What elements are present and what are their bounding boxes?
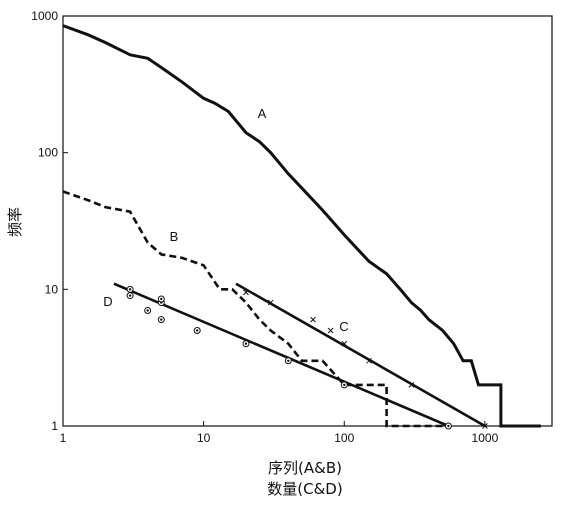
y-axis-title: 频率 xyxy=(6,207,24,237)
series-d-point xyxy=(126,285,134,293)
series-c-point xyxy=(243,289,249,296)
series-labels: A B C D xyxy=(103,106,348,334)
series-d-point xyxy=(340,381,348,389)
x-marker-stroke xyxy=(310,316,316,323)
x-marker-stroke xyxy=(482,423,488,429)
series-c-line xyxy=(235,282,486,428)
x-axis-title-line-2: 数量(C&D) xyxy=(267,480,342,498)
x-tick-label-10: 10 xyxy=(197,431,211,445)
circle-marker-dot xyxy=(128,294,132,297)
x-marker-stroke xyxy=(327,327,334,334)
series-c-point xyxy=(482,423,488,429)
x-marker-stroke xyxy=(408,382,415,388)
x-tick-label-1000: 1000 xyxy=(472,431,499,445)
circle-marker-dot xyxy=(160,297,163,301)
series-d-point xyxy=(242,340,250,348)
series-d-point xyxy=(157,295,165,303)
x-tick-label-1: 1 xyxy=(60,431,67,445)
y-tick-label-100: 100 xyxy=(38,146,58,160)
series-c-point xyxy=(327,327,334,334)
series-d-point xyxy=(157,316,165,324)
series-a-line xyxy=(62,24,541,428)
series-b-line xyxy=(62,190,443,428)
series-layer xyxy=(62,24,541,430)
x-marker-stroke xyxy=(366,357,372,364)
series-c-point xyxy=(310,316,316,323)
axes: 1 10 100 1000 1 10 100 1000 xyxy=(31,9,498,445)
series-c-point xyxy=(267,299,274,306)
circle-marker-dot xyxy=(447,424,450,428)
series-d-point xyxy=(126,292,134,300)
series-label-c: C xyxy=(339,319,348,334)
x-marker-stroke xyxy=(267,299,274,306)
series-label-d: D xyxy=(103,294,112,309)
x-axis-title-line-1: 序列(A&B) xyxy=(268,459,342,477)
x-marker-stroke xyxy=(341,340,348,347)
series-c-point xyxy=(366,357,372,364)
x-tick-label-100: 100 xyxy=(334,431,354,445)
circle-marker-dot xyxy=(343,383,346,387)
circle-marker-dot xyxy=(195,329,199,332)
series-d-point xyxy=(284,357,292,365)
x-marker-stroke xyxy=(243,289,249,296)
circle-marker-dot xyxy=(128,288,132,291)
y-tick-label-1000: 1000 xyxy=(31,9,58,23)
series-c-point xyxy=(341,340,348,347)
circle-marker-dot xyxy=(160,318,163,321)
plot-frame xyxy=(62,15,553,427)
series-d-point xyxy=(193,326,201,334)
series-label-a: A xyxy=(258,106,267,121)
circle-marker-dot xyxy=(146,309,149,312)
circle-marker-dot xyxy=(244,342,248,345)
y-tick-label-1: 1 xyxy=(51,419,58,433)
circle-marker-dot xyxy=(287,359,290,362)
series-c-point xyxy=(408,382,415,388)
series-d-point xyxy=(444,422,452,430)
series-d-point xyxy=(144,307,152,315)
y-tick-label-10: 10 xyxy=(45,282,59,296)
series-d-line xyxy=(113,282,449,428)
series-label-b: B xyxy=(170,229,179,244)
